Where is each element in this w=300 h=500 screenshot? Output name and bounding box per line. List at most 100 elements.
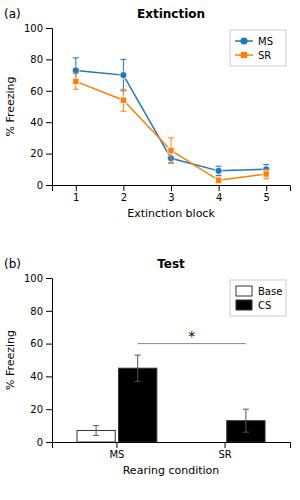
- marks: [77, 344, 265, 442]
- tick: 60: [30, 86, 52, 97]
- tick-label: 3: [168, 192, 174, 203]
- error-bar-cap: [135, 355, 141, 356]
- tick: 0: [37, 180, 52, 191]
- tick-label: 60: [30, 338, 43, 349]
- tick-mark: [46, 59, 52, 60]
- error-bar-line: [96, 426, 97, 436]
- tick-mark: [46, 409, 52, 410]
- x-axis-label: Rearing condition: [123, 464, 220, 477]
- tick-label: 20: [30, 148, 43, 159]
- tick-mark: [116, 442, 117, 448]
- series: [77, 426, 115, 442]
- tick-label: SR: [218, 449, 231, 460]
- tick: 40: [30, 117, 52, 128]
- axis-line: [46, 279, 53, 443]
- axis-line: [46, 29, 53, 186]
- error-bar: [73, 74, 79, 90]
- error-bar: [216, 177, 222, 183]
- error-bar-cap: [73, 89, 79, 90]
- x-axis: MS SR: [53, 442, 291, 460]
- tick-mark: [225, 442, 226, 448]
- tick: 5: [264, 185, 270, 203]
- line: [76, 81, 266, 180]
- series: [72, 58, 270, 176]
- tick-label: 80: [30, 306, 43, 317]
- series: [119, 355, 265, 442]
- tick-label: 2: [121, 192, 127, 203]
- panel: 020406080100MSSRTestRearing condition% F…: [4, 257, 291, 477]
- legend-label: Base: [258, 286, 282, 297]
- error-bar-cap: [93, 435, 99, 436]
- tick: 60: [30, 338, 52, 349]
- marks: [72, 58, 270, 184]
- legend-box: [230, 280, 286, 316]
- title: Extinction: [137, 7, 205, 21]
- tick: MS: [109, 442, 124, 460]
- tick-mark: [171, 185, 172, 191]
- error-bar-cap: [216, 166, 222, 167]
- y-axis-label: % Freezing: [4, 76, 17, 136]
- tick: 40: [30, 371, 52, 382]
- tick: SR: [218, 442, 231, 460]
- legend-item: SR: [235, 50, 271, 61]
- tick-mark: [76, 185, 77, 191]
- error-bar-cap: [135, 381, 141, 382]
- point: [120, 97, 126, 103]
- tick-label: MS: [109, 449, 124, 460]
- error-bar-cap: [73, 73, 79, 74]
- error-bar-cap: [216, 175, 222, 176]
- error-bar: [216, 166, 222, 175]
- legend-swatch: [236, 300, 252, 310]
- error-bar-cap: [120, 111, 126, 112]
- tick: 1: [73, 185, 79, 203]
- legend-marker: [240, 37, 247, 44]
- tick-label: 4: [216, 192, 222, 203]
- legend: Base CS: [230, 280, 286, 316]
- error-bar-line: [137, 355, 138, 381]
- error-bar: [135, 355, 141, 381]
- tick-label: 100: [24, 23, 43, 34]
- tick-mark: [46, 154, 52, 155]
- legend-item: CS: [236, 300, 271, 311]
- error-bar: [168, 138, 174, 163]
- point: [73, 78, 79, 84]
- tick-mark: [46, 278, 52, 279]
- legend-swatch: [236, 286, 252, 296]
- significance-label: *: [188, 328, 195, 344]
- y-axis: 020406080100: [24, 273, 53, 448]
- panel-label: (a): [4, 7, 21, 21]
- tick-label: 0: [37, 437, 43, 448]
- tick-mark: [219, 185, 220, 191]
- point: [120, 72, 127, 79]
- tick-mark: [46, 311, 52, 312]
- axis-line: [53, 186, 291, 192]
- tick-label: 100: [24, 273, 43, 284]
- error-bar: [263, 169, 269, 178]
- point: [263, 171, 269, 177]
- legend-item: Base: [236, 286, 282, 297]
- error-bar-cap: [168, 137, 174, 138]
- point: [72, 67, 79, 74]
- legend-marker: [241, 52, 247, 58]
- y-axis: 0 20 40 60 80 100: [24, 23, 53, 191]
- tick: 3: [168, 185, 174, 203]
- x-axis: 1 2 3 4 5: [53, 185, 291, 203]
- error-bar-cap: [120, 59, 126, 60]
- legend-label: SR: [258, 50, 271, 61]
- error-bar-cap: [120, 89, 126, 90]
- legend-label: MS: [258, 36, 273, 47]
- tick-label: 5: [264, 192, 270, 203]
- tick-label: 1: [73, 192, 79, 203]
- tick-label: 0: [37, 180, 43, 191]
- tick: 80: [30, 54, 52, 65]
- line: [76, 70, 266, 170]
- point: [215, 177, 221, 183]
- series: [73, 74, 270, 184]
- tick: 20: [30, 148, 52, 159]
- bar: [185, 442, 223, 443]
- error-bar: [93, 426, 99, 436]
- error-bar-cap: [243, 409, 249, 410]
- error-bar-cap: [93, 425, 99, 426]
- panel: 02040608010012345ExtinctionExtinction bl…: [4, 7, 291, 220]
- title: Test: [157, 257, 185, 271]
